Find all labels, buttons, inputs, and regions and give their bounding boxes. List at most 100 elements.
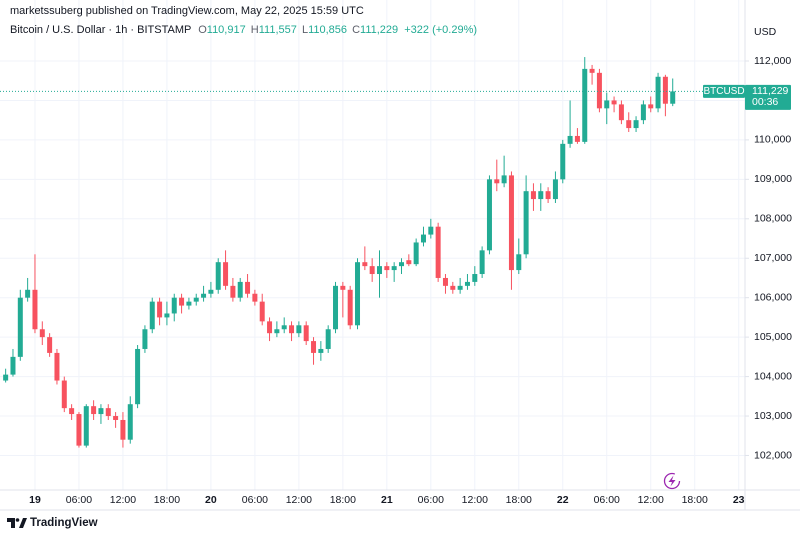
ohlc-key: O [198, 24, 207, 36]
candle-body [457, 285, 463, 290]
candle-body [347, 289, 353, 326]
y-tick-label: 109,000 [754, 173, 792, 185]
x-tick-label: 06:00 [242, 494, 268, 506]
y-tick-label: 112,000 [754, 55, 791, 67]
x-tick-label: 18:00 [506, 494, 532, 506]
candle-body [648, 104, 654, 109]
ohlc-value: 110,917 [207, 24, 246, 36]
symbol-line: Bitcoin / U.S. Dollar · 1h · BITSTAMP O1… [10, 24, 477, 36]
candle-body [420, 234, 426, 243]
candle-body [127, 404, 133, 440]
candle-body [604, 100, 610, 109]
candles [0, 57, 745, 448]
candle-body [501, 175, 507, 184]
published-note: marketssuberg published on TradingView.c… [10, 5, 364, 17]
logo: TradingView [7, 517, 98, 529]
symbol-badge [703, 84, 745, 98]
candle-body [325, 329, 331, 349]
candle-body [633, 120, 639, 129]
y-tick-label: 105,000 [754, 331, 792, 343]
x-tick-label: 19 [29, 494, 41, 506]
y-tick-label: 104,000 [754, 370, 792, 382]
candle-body [245, 281, 251, 294]
candle-body [157, 301, 163, 318]
candle-body [164, 313, 170, 318]
price-badge [745, 84, 791, 110]
x-tick-label: 21 [381, 494, 393, 506]
candle-body [69, 408, 75, 415]
candle-body [259, 301, 265, 322]
x-tick-label: 20 [205, 494, 217, 506]
x-tick-label: 12:00 [286, 494, 312, 506]
candle-body [98, 408, 104, 415]
candle-body [574, 135, 580, 142]
candle-body [398, 262, 404, 267]
y-tick-label: 106,000 [754, 291, 792, 303]
candle-body [596, 72, 602, 109]
candle-body [311, 341, 317, 353]
candle-body [303, 325, 309, 342]
symbol-badge-label: BTCUSD [703, 86, 744, 97]
candle-body [611, 100, 617, 105]
candle-body [545, 191, 551, 200]
candle-body [377, 266, 383, 275]
x-tick-label: 22 [557, 494, 569, 506]
candle-body [120, 419, 126, 440]
candle-body [369, 266, 375, 275]
symbol: Bitcoin / U.S. Dollar · 1h · BITSTAMP [10, 24, 191, 36]
x-tick-label: 06:00 [594, 494, 620, 506]
candle-body [516, 254, 522, 271]
candle-body [223, 262, 229, 286]
candle-body [267, 321, 273, 334]
x-tick-label: 18:00 [682, 494, 708, 506]
candle-body [479, 250, 485, 275]
candle-body [384, 266, 390, 271]
candle-body [626, 120, 632, 129]
candle-body [413, 242, 419, 265]
change: +322 (+0.29%) [404, 24, 477, 36]
candle-body [3, 374, 9, 381]
candle-body [208, 289, 214, 294]
candle-body [508, 175, 514, 271]
currency: USD [754, 26, 777, 38]
candle-body [530, 191, 536, 200]
candle-body [333, 285, 339, 330]
candle-body [289, 325, 295, 334]
candle-body [640, 104, 646, 121]
candle-body [472, 274, 478, 282]
x-tick-label: 12:00 [638, 494, 664, 506]
grid [0, 0, 745, 490]
candle-body [215, 262, 221, 290]
candle-body [655, 76, 661, 109]
candle-body [54, 352, 60, 381]
candle-body [362, 262, 368, 267]
x-tick-label: 18:00 [330, 494, 356, 506]
y-tick-label: 103,000 [754, 410, 792, 422]
candle-body [523, 191, 529, 255]
y-tick-label: 108,000 [754, 213, 792, 225]
candle-body [618, 104, 624, 121]
candle-body [17, 297, 23, 357]
candle-body [76, 414, 82, 446]
logo-text: TradingView [30, 517, 98, 529]
y-tick-label: 102,000 [754, 449, 792, 461]
candle-body [47, 337, 53, 353]
x-tick-label: 23 [733, 494, 745, 506]
candle-body [83, 406, 89, 446]
candle-body [406, 260, 412, 265]
candle-body [494, 179, 500, 184]
y-tick-label: 107,000 [754, 252, 792, 264]
axis-labels: 102,000 103,000 104,000 105,000 106,000 107,0… [29, 55, 792, 506]
ohlc-value: 110,856 [308, 24, 347, 36]
candle-body [142, 329, 148, 349]
candle-body [464, 281, 470, 286]
candle-body [560, 143, 566, 180]
candle-body [428, 226, 434, 235]
ohlc-key: H [251, 24, 259, 36]
candle-body [450, 285, 456, 290]
candle-body [281, 325, 287, 330]
candle-body [91, 406, 97, 415]
candle-body [193, 297, 199, 302]
candle-body [237, 281, 243, 298]
